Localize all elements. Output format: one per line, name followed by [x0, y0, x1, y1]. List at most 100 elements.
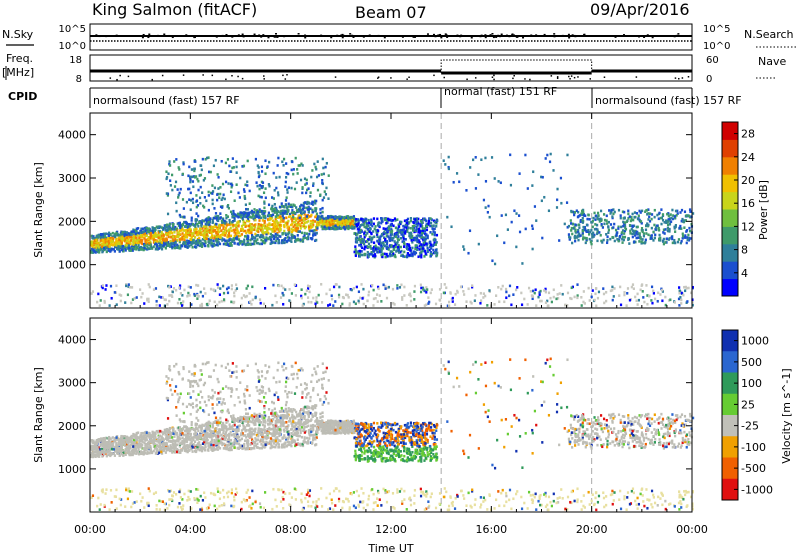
- velocity-cell: [107, 453, 110, 457]
- power-cell: [268, 227, 272, 231]
- power-cell: [635, 299, 638, 303]
- noise-sample: [489, 34, 492, 36]
- power-cell: [385, 247, 389, 251]
- power-cell: [233, 199, 236, 203]
- power-cell: [146, 240, 149, 244]
- power-cell: [127, 235, 131, 238]
- power-cell: [282, 216, 285, 220]
- power-cell: [633, 211, 637, 214]
- power-cell: [205, 231, 208, 235]
- power-cell: [226, 205, 229, 208]
- power-cell: [423, 239, 426, 242]
- power-cell: [262, 302, 266, 306]
- power-cell: [657, 217, 660, 221]
- power-cell: [230, 229, 233, 233]
- power-cell: [266, 225, 269, 229]
- noise-sample: [484, 36, 487, 39]
- velocity-cell: [234, 436, 237, 439]
- power-cell: [224, 161, 227, 165]
- power-cell: [488, 215, 491, 219]
- power-cell: [414, 219, 417, 223]
- power-cell: [387, 218, 391, 222]
- power-cell: [221, 182, 225, 186]
- power-cell: [260, 195, 263, 199]
- power-cell: [231, 166, 234, 170]
- power-cell: [302, 218, 305, 221]
- power-cell: [172, 287, 176, 290]
- power-cell: [250, 302, 253, 306]
- power-cell: [420, 235, 423, 239]
- velocity-cell: [107, 437, 110, 441]
- power-cell: [242, 220, 245, 224]
- power-cell: [248, 231, 251, 234]
- noise-sample: [148, 33, 151, 36]
- power-cell: [420, 243, 423, 246]
- noise-trace: [90, 33, 692, 42]
- power-cell: [544, 157, 547, 160]
- power-cell: [500, 214, 503, 217]
- power-cell: [231, 220, 234, 224]
- power-cell: [632, 218, 635, 222]
- power-cell: [178, 284, 182, 288]
- power-cell: [474, 294, 477, 297]
- power-cell: [187, 229, 190, 233]
- power-cell: [170, 173, 174, 177]
- power-cell: [652, 230, 655, 234]
- power-cell: [320, 282, 323, 286]
- velocity-cell: [164, 428, 168, 432]
- power-cell: [261, 241, 264, 244]
- power-cell: [203, 231, 206, 234]
- power-cell: [274, 235, 277, 238]
- power-cell: [420, 286, 423, 290]
- power-cell: [233, 216, 236, 220]
- power-cell: [199, 173, 202, 177]
- power-cell: [372, 304, 375, 307]
- power-cell: [203, 244, 206, 248]
- power-cell: [375, 246, 378, 249]
- power-cell: [217, 187, 220, 190]
- power-cell: [245, 294, 248, 298]
- power-cell: [619, 214, 622, 217]
- power-cell: [328, 226, 331, 230]
- power-cell: [275, 176, 278, 179]
- freq-sample: [161, 74, 164, 77]
- power-cell: [358, 243, 361, 247]
- power-cell: [577, 238, 580, 242]
- power-cell: [160, 231, 163, 234]
- power-cell: [130, 235, 133, 239]
- power-cell: [207, 194, 210, 197]
- velocity-cell: [228, 448, 232, 452]
- power-cell: [298, 222, 301, 226]
- freq-sample: [556, 76, 559, 78]
- power-cell: [648, 219, 652, 223]
- power-cell: [192, 238, 195, 242]
- power-cell: [287, 239, 290, 242]
- power-cell: [324, 220, 327, 223]
- power-cell: [229, 190, 233, 194]
- power-cell: [315, 232, 318, 235]
- power-cell: [196, 241, 199, 244]
- power-cell: [187, 231, 191, 235]
- power-cell: [167, 228, 170, 231]
- power-cell: [607, 231, 610, 235]
- power-cell: [161, 228, 165, 231]
- power-cell: [261, 212, 264, 216]
- power-cell: [195, 231, 199, 234]
- power-cell: [246, 212, 249, 216]
- power-cell: [520, 291, 523, 295]
- power-cell: [238, 231, 241, 235]
- power-cell: [591, 236, 594, 239]
- power-cell: [291, 229, 294, 232]
- power-cell: [239, 229, 243, 232]
- power-cell: [219, 233, 222, 237]
- freq-sample: [589, 78, 592, 80]
- power-cell: [566, 291, 570, 295]
- power-cell: [305, 236, 308, 240]
- power-cell: [274, 223, 277, 226]
- power-cell: [303, 221, 306, 225]
- power-cell: [408, 234, 411, 238]
- power-cell: [385, 255, 388, 258]
- power-cell: [566, 153, 569, 157]
- power-cell: [107, 242, 110, 245]
- power-cell: [246, 243, 250, 246]
